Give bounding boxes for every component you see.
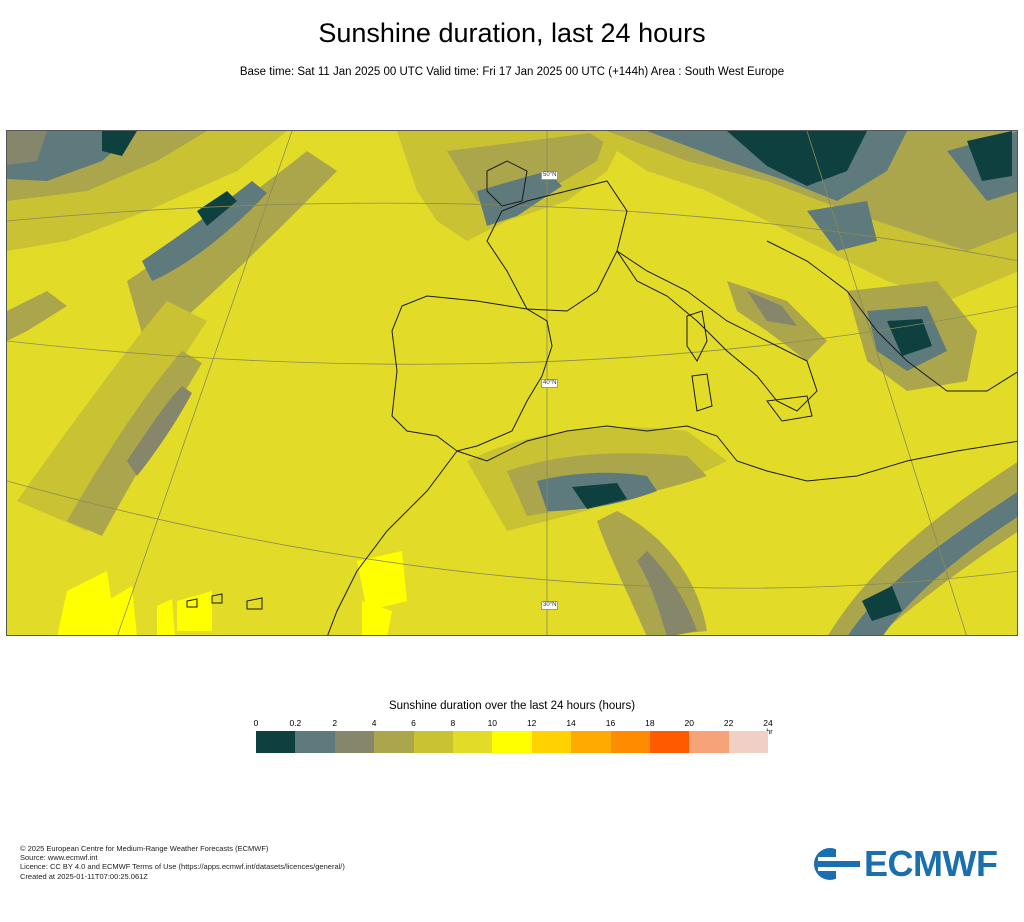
legend-swatch xyxy=(689,731,729,753)
legend-tick-label: 10 xyxy=(487,718,498,728)
graticule xyxy=(7,131,1017,635)
chart-title: Sunshine duration, last 24 hours xyxy=(318,18,706,48)
legend-tick-label: 16 xyxy=(605,718,616,728)
legend-swatch xyxy=(374,731,414,753)
legend-tick-label: 20 xyxy=(684,718,694,728)
legend-tick-label: 4 xyxy=(371,718,377,728)
legend-swatch xyxy=(295,731,335,753)
legend-tick-label: 8 xyxy=(450,718,456,728)
legend-tick-label: 0.2 xyxy=(289,718,302,728)
legend-swatch xyxy=(531,731,572,753)
lat-label-30n: 30°N xyxy=(541,601,559,610)
map-canvas xyxy=(7,131,1017,635)
legend-unit: -hr xyxy=(764,729,773,736)
coastlines xyxy=(186,160,1017,635)
footer-source: Source: www.ecmwf.int xyxy=(20,853,98,863)
legend-colorbar xyxy=(256,731,769,753)
legend-swatch xyxy=(571,731,611,753)
legend-tick-label: 6 xyxy=(411,718,416,728)
cloud-field xyxy=(7,131,1017,635)
ecmwf-logo-text: ECMWF xyxy=(864,843,998,884)
legend-tick-label: 18 xyxy=(645,718,655,728)
lat-label-50n: 50°N xyxy=(541,171,559,180)
legend-swatch xyxy=(452,731,493,753)
footer-created: Created at 2025-01-11T07:00:25.061Z xyxy=(20,871,148,881)
legend-tick-label: 22 xyxy=(723,718,734,728)
legend-tick-label: 14 xyxy=(566,718,576,728)
footer-copyright: © 2025 European Centre for Medium-Range … xyxy=(20,844,269,853)
chart-subtitle: Base time: Sat 11 Jan 2025 00 UTC Valid … xyxy=(239,66,785,78)
legend-tick-label: 24 xyxy=(763,718,773,728)
legend-swatch xyxy=(256,731,296,753)
legend-swatch xyxy=(334,731,375,753)
footer-credits: © 2025 European Centre for Medium-Range … xyxy=(20,844,345,881)
legend-tick-label: 0 xyxy=(253,718,259,728)
legend-swatch xyxy=(492,731,532,753)
legend-swatch xyxy=(413,731,453,753)
legend-swatch xyxy=(610,731,650,753)
legend-title: Sunshine duration over the last 24 hours… xyxy=(388,700,636,712)
legend-swatch xyxy=(728,731,769,753)
legend-swatch xyxy=(649,731,690,753)
legend-tick-label: 2 xyxy=(332,718,338,728)
footer-licence: Licence: CC BY 4.0 and ECMWF Terms of Us… xyxy=(20,862,345,872)
lat-label-40n: 40°N xyxy=(541,379,559,388)
sunshine-map[interactable]: 50°N 40°N 30°N xyxy=(6,130,1018,636)
ecmwf-logo[interactable]: ECMWF xyxy=(812,843,998,884)
legend-tick-label: 12 xyxy=(526,718,537,728)
legend-ticks: 0 0.2 2 4 6 8 10 12 14 16 18 20 22 24 xyxy=(253,718,773,730)
ecmwf-logo-icon xyxy=(814,846,860,882)
